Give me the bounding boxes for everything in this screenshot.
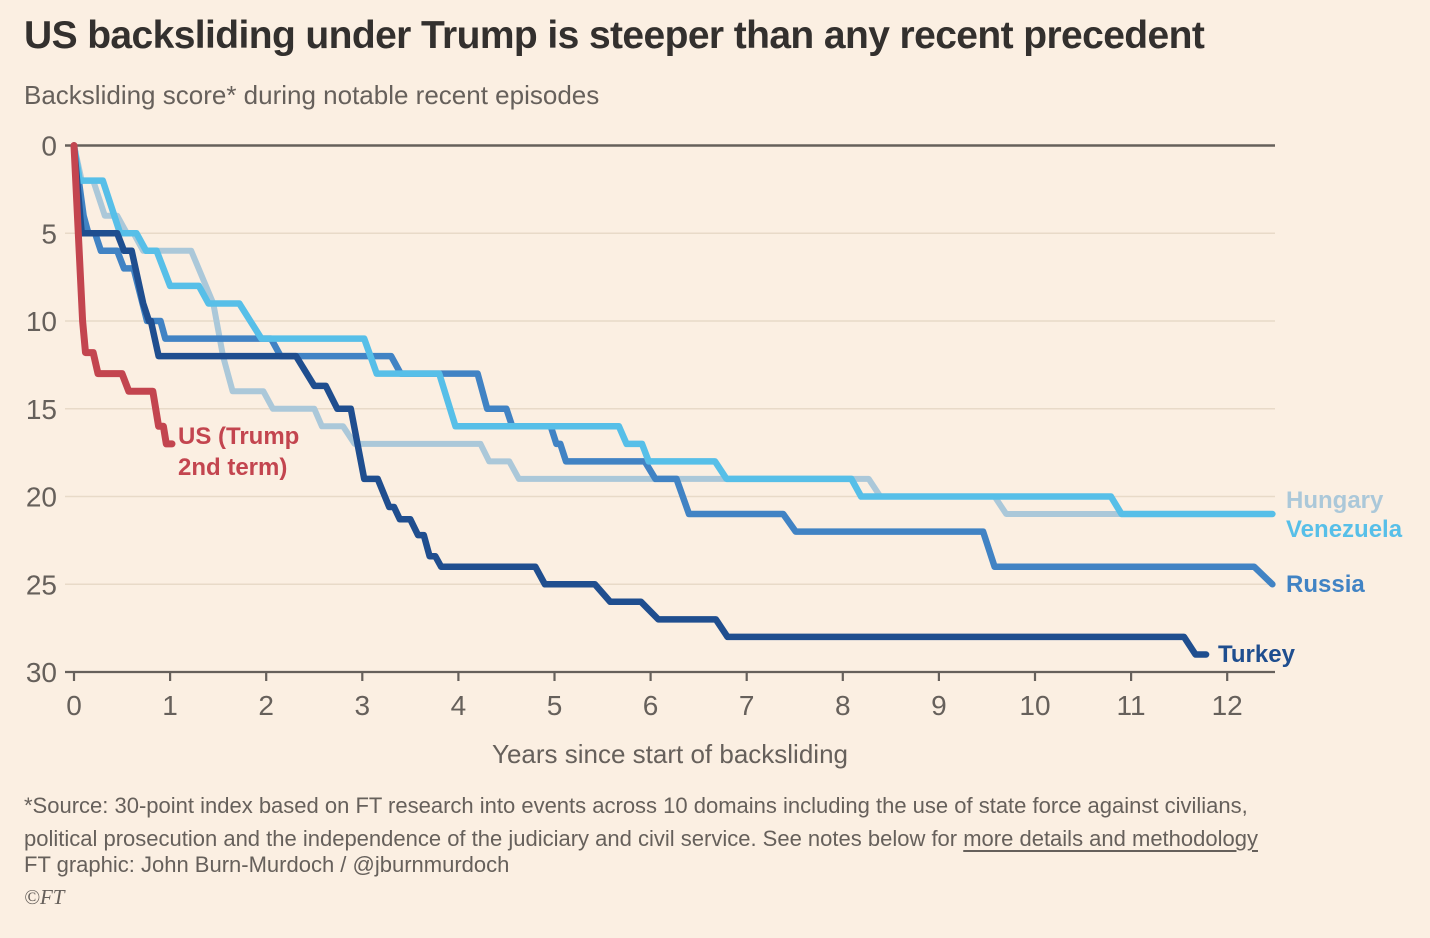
x-tick-label-0: 0 bbox=[66, 690, 82, 721]
series-line-turkey bbox=[70, 142, 1210, 658]
credit-line: FT graphic: John Burn-Murdoch / @jburnmu… bbox=[24, 852, 510, 877]
source-line-2: political prosecution and the independen… bbox=[24, 826, 964, 851]
y-tick-label-0: 0 bbox=[41, 131, 57, 162]
series-line-us-trump-2nd-term bbox=[70, 142, 176, 448]
chart-subtitle: Backsliding score* during notable recent… bbox=[24, 80, 600, 110]
x-tick-label-11: 11 bbox=[1117, 690, 1146, 721]
x-tick-label-3: 3 bbox=[355, 690, 371, 721]
series-label-russia: Russia bbox=[1286, 571, 1365, 598]
y-tick-label-10: 10 bbox=[26, 306, 57, 337]
x-tick-label-4: 4 bbox=[451, 690, 467, 721]
x-tick-label-7: 7 bbox=[739, 690, 755, 721]
x-tick-label-1: 1 bbox=[162, 690, 178, 721]
copyright-mark: ©FT bbox=[24, 885, 65, 909]
source-note: *Source: 30-point index based on FT rese… bbox=[24, 789, 1258, 855]
series-line-russia bbox=[70, 142, 1276, 588]
methodology-link[interactable]: more details and methodology bbox=[963, 826, 1258, 851]
series-label-turkey: Turkey bbox=[1218, 641, 1296, 668]
x-tick-label-10: 10 bbox=[1019, 690, 1050, 721]
y-tick-label-5: 5 bbox=[41, 218, 57, 249]
x-tick-label-2: 2 bbox=[258, 690, 274, 721]
x-tick-label-6: 6 bbox=[643, 690, 659, 721]
series-line-venezuela bbox=[70, 142, 1276, 518]
x-axis-title: Years since start of backsliding bbox=[492, 739, 848, 769]
series-label-us-trump-2nd-term: US (Trump 2nd term) bbox=[178, 423, 299, 481]
x-tick-label-8: 8 bbox=[835, 690, 851, 721]
x-tick-label-9: 9 bbox=[931, 690, 947, 721]
y-tick-label-20: 20 bbox=[26, 482, 57, 513]
page-title: US backsliding under Trump is steeper th… bbox=[24, 14, 1205, 57]
series-label-venezuela: Venezuela bbox=[1286, 516, 1403, 543]
x-tick-label-5: 5 bbox=[547, 690, 563, 721]
y-tick-label-30: 30 bbox=[26, 657, 57, 688]
y-tick-label-15: 15 bbox=[26, 394, 57, 425]
series-label-hungary: Hungary bbox=[1286, 487, 1384, 514]
x-tick-label-12: 12 bbox=[1212, 690, 1243, 721]
source-line-1: *Source: 30-point index based on FT rese… bbox=[24, 793, 1248, 818]
y-tick-label-25: 25 bbox=[26, 569, 57, 600]
